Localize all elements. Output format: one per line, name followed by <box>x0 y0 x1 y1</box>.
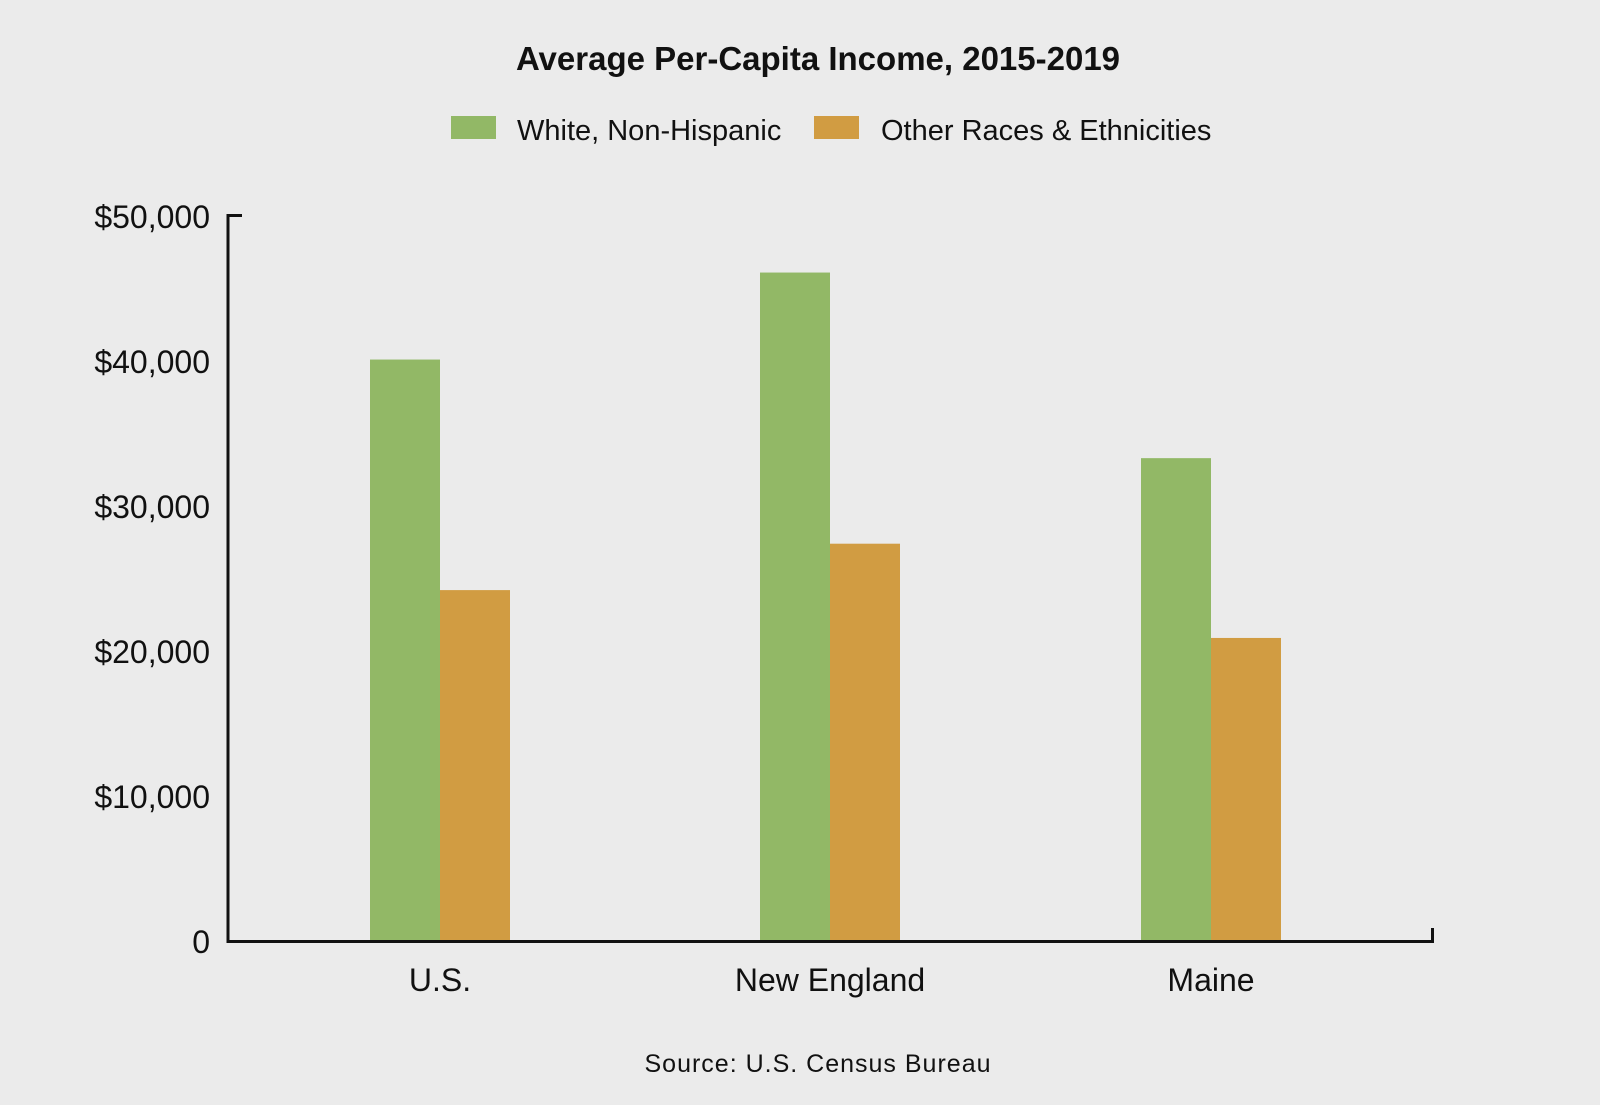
y-tick-label: $40,000 <box>94 344 210 380</box>
legend-swatch-white-non-hispanic <box>451 116 496 139</box>
bar-other-races-ethnicities <box>830 543 900 941</box>
x-category-label: U.S. <box>409 962 471 998</box>
y-tick-label: 0 <box>192 924 210 960</box>
bars <box>370 272 1281 941</box>
bar-other-races-ethnicities <box>1211 637 1281 941</box>
source-note: Source: U.S. Census Bureau <box>645 1050 992 1078</box>
bar-white-non-hispanic <box>370 359 440 941</box>
legend-label-white-non-hispanic: White, Non-Hispanic <box>517 115 781 147</box>
x-category-label: Maine <box>1167 962 1254 998</box>
bar-other-races-ethnicities <box>440 590 510 941</box>
bar-white-non-hispanic <box>760 272 830 941</box>
legend-label-other-races-ethnicities: Other Races & Ethnicities <box>881 115 1211 147</box>
legend: White, Non-Hispanic Other Races & Ethnic… <box>451 115 1211 147</box>
y-tick-label: $20,000 <box>94 634 210 670</box>
y-axis-ticks: 0 $10,000 $20,000 $30,000 $40,000 $50,000 <box>94 199 210 960</box>
y-tick-label: $10,000 <box>94 779 210 815</box>
x-axis-labels: U.S. New England Maine <box>409 962 1255 998</box>
bar-white-non-hispanic <box>1141 458 1211 941</box>
y-tick-label: $30,000 <box>94 489 210 525</box>
legend-swatch-other-races-ethnicities <box>814 116 859 139</box>
x-category-label: New England <box>735 962 925 998</box>
y-tick-label: $50,000 <box>94 199 210 235</box>
chart-title: Average Per-Capita Income, 2015-2019 <box>516 40 1120 77</box>
